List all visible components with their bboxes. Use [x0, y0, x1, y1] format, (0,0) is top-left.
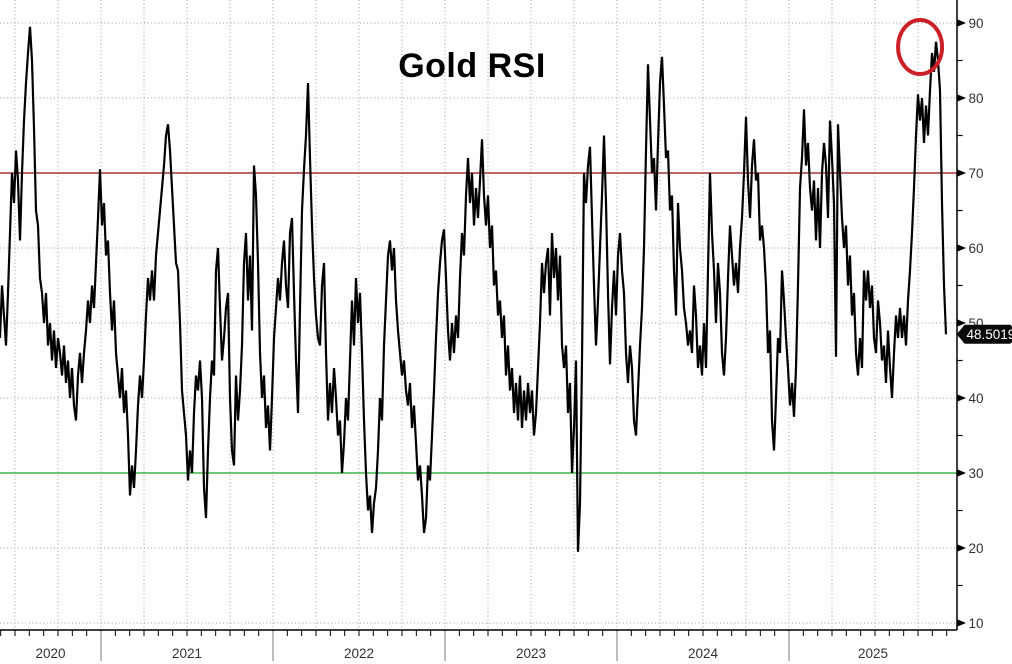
y-tick-label: 20 [969, 541, 984, 556]
annotation-layer [896, 18, 945, 76]
series-layer [0, 26, 948, 552]
year-label: 2020 [35, 646, 65, 661]
year-label: 2021 [172, 646, 202, 661]
y-tick-label: 70 [969, 166, 984, 181]
peak-circle-annotation [896, 18, 945, 76]
y-tick-arrow-icon [957, 394, 966, 402]
badge-body [963, 324, 1012, 344]
y-tick-arrow-icon [957, 544, 966, 552]
y-tick-label: 80 [969, 91, 984, 106]
year-label: 2025 [858, 646, 888, 661]
y-tick-label: 30 [969, 466, 984, 481]
y-tick-label: 40 [969, 391, 984, 406]
last-value-badge: 48.5019 [956, 324, 1012, 344]
y-tick-arrow-icon [957, 619, 966, 627]
badge-pointer [956, 325, 964, 343]
y-tick-arrow-icon [957, 244, 966, 252]
y-tick-label: 10 [969, 616, 984, 631]
y-tick-arrow-icon [957, 469, 966, 477]
rsi-line [0, 26, 948, 552]
y-tick-arrow-icon [957, 319, 966, 327]
reference-lines-layer [0, 172, 957, 474]
y-tick-arrow-icon [957, 19, 966, 27]
chart-title: Gold RSI [398, 47, 546, 85]
last-value-label: 48.5019 [967, 327, 1012, 342]
y-tick-label: 60 [969, 241, 984, 256]
y-tick-arrow-icon [957, 94, 966, 102]
axes-layer [0, 0, 963, 661]
year-label: 2024 [688, 646, 719, 661]
year-label: 2022 [344, 646, 374, 661]
grid-layer [0, 0, 957, 630]
year-label: 2023 [516, 646, 546, 661]
y-tick-arrow-icon [957, 169, 966, 177]
y-tick-label: 90 [969, 16, 984, 31]
